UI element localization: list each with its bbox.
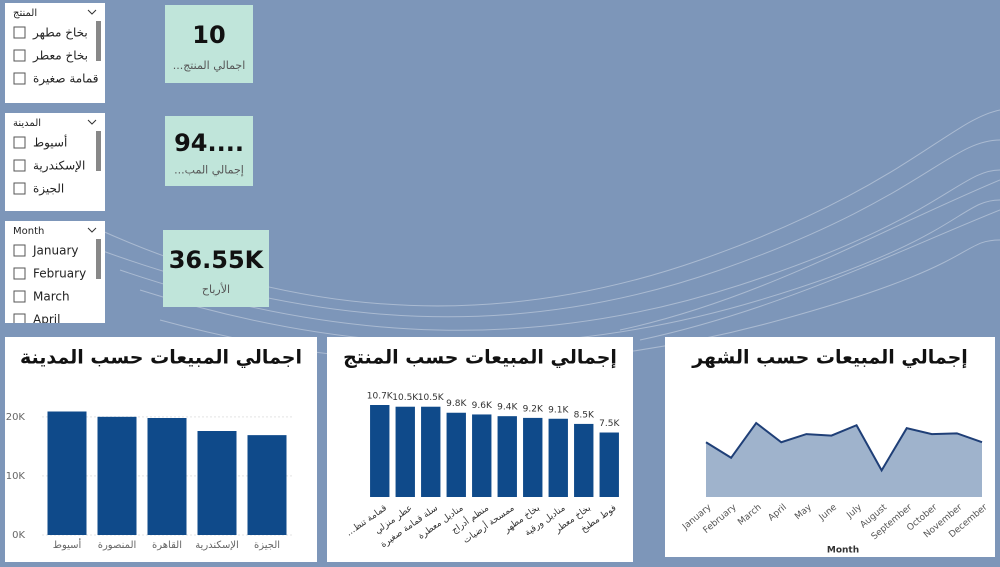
bar [523,417,543,497]
checkbox[interactable] [13,49,26,62]
chevron[interactable] [87,227,97,233]
data-label: 9.2K [523,404,544,414]
data-label: 10.5K [418,393,445,403]
slicer-item[interactable]: February [33,267,86,281]
scrollbar [96,131,101,171]
line [705,421,983,473]
slicer-header: المنتج [13,8,37,19]
bar [395,406,415,497]
checkbox[interactable] [13,244,26,257]
slicers: المنتج بخاخ مطهر بخاخ معطر قمامة صغيرة المدي… [5,3,105,327]
chart-title: إجمالي المبيعات حسب المنتج [343,347,617,369]
card-value: 36.55K [169,246,265,274]
x-tick-label: الجيزة [254,540,280,551]
checkbox[interactable] [13,26,26,39]
x-axis-label: Month [827,546,859,556]
checkbox[interactable] [13,159,26,172]
bar [47,411,87,535]
card-label: الأرباح [202,282,230,296]
slicer-header: المدينة [13,118,41,129]
x-tick-label: القاهرة [152,540,182,551]
slicer-item[interactable]: بخاخ معطر [32,49,88,64]
slicer-header: Month [13,226,44,237]
checkbox[interactable] [13,72,26,85]
checkbox[interactable] [13,182,26,195]
slicer-item[interactable]: قمامة صغيرة [33,72,99,87]
bar [446,412,466,497]
slicer-item[interactable]: بخاخ مطهر [32,26,88,41]
bar [247,435,287,535]
card [163,230,269,307]
chevron[interactable] [87,9,97,15]
slicer-item[interactable]: March [33,290,70,304]
slicer: المدينة أسيوط الإسكندرية الجيزة [5,113,105,211]
data-label: 9.8K [446,399,467,409]
cards: 10 ...اجمالي المنتج 94.... ...إجمالي المب 36… [163,5,269,307]
bar [472,414,492,497]
data-label: 7.5K [599,419,620,429]
scrollbar [96,239,101,279]
slicer-item[interactable]: January [32,244,79,258]
card-label: ...اجمالي المنتج [173,59,246,72]
bar [599,432,619,497]
slicer-item[interactable]: الإسكندرية [33,159,85,174]
slicer: المنتج بخاخ مطهر بخاخ معطر قمامة صغيرة [5,3,105,103]
data-label: 10.5K [392,393,419,403]
x-tick-label: أسيوط [53,538,82,551]
bar [574,423,594,497]
checkbox[interactable] [13,136,26,149]
x-tick-label: الإسكندرية [195,540,239,551]
slicer: Month January February March April [5,221,105,327]
bar [548,418,568,497]
bar [497,416,517,497]
card-label: ...إجمالي المب [174,164,244,177]
chart-title: إجمالي المبيعات حسب الشهر [691,347,968,369]
bar [421,406,441,497]
data-label: 9.1K [548,405,569,415]
data-label: 9.6K [472,401,493,411]
data-label: 8.5K [574,410,595,420]
data-label: 10.7K [367,392,394,402]
card [165,116,253,186]
slicer-item[interactable]: April [33,313,60,327]
bar [97,416,137,535]
card-value: 94.... [174,129,244,157]
y-tick-label: 20K [6,412,26,423]
y-tick-label: 0K [12,530,25,541]
slicer-item[interactable]: أسيوط [33,135,67,151]
y-tick-label: 10K [6,471,26,482]
x-tick-label: المنصورة [98,540,137,551]
checkbox[interactable] [13,267,26,280]
scrollbar [96,21,101,61]
bar [370,405,390,497]
checkbox[interactable] [13,313,26,325]
bar [197,431,237,535]
checkbox[interactable] [13,290,26,303]
chevron[interactable] [87,119,97,125]
chart-title: اجمالي المبيعات حسب المدينة [20,347,302,369]
card-value: 10 [192,21,225,49]
bar [147,418,187,535]
slicer-item[interactable]: الجيزة [33,182,64,197]
card [165,5,253,83]
data-label: 9.4K [497,403,518,413]
area [706,423,982,497]
